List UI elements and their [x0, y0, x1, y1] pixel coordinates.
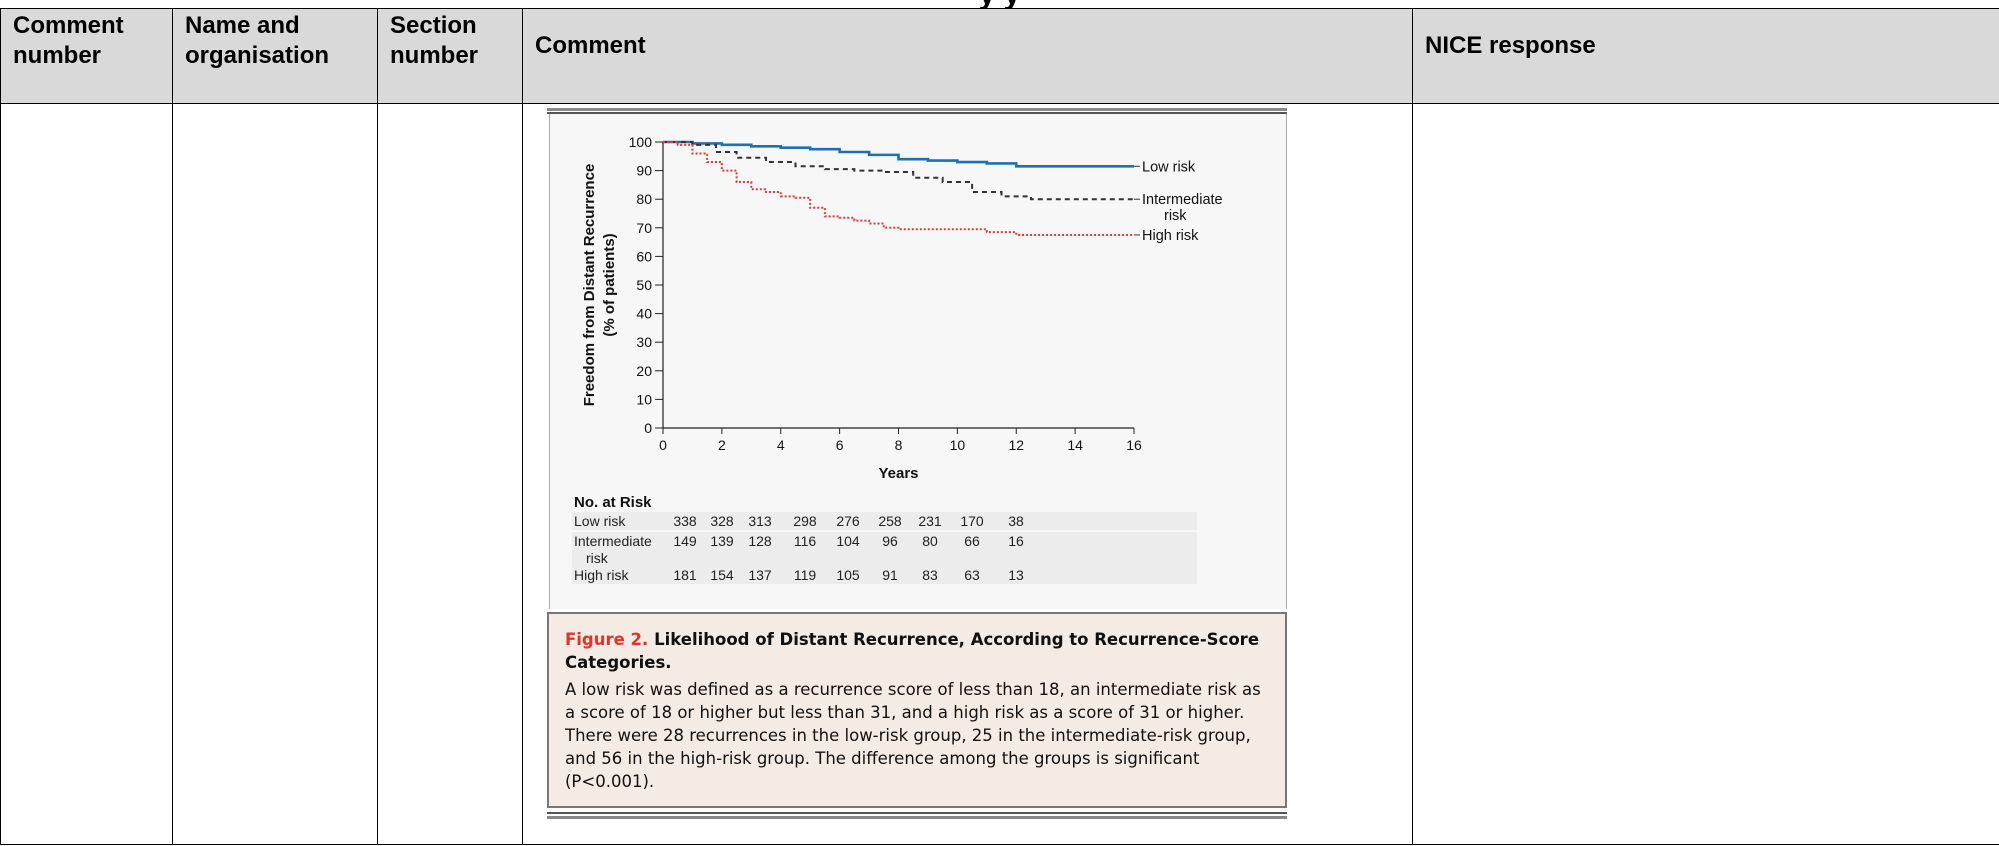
risk-cell: 116 — [794, 533, 817, 549]
comments-table: Comment number Name and organisation Secti… — [0, 8, 1999, 845]
risk-row-label: Low risk — [574, 513, 626, 529]
figure-frame: 0 10 20 30 40 50 60 70 80 90 100 0 2 4 6 8 10 12 14 16 Years… — [547, 108, 1287, 819]
header-name-organisation: Name and organisation — [172, 8, 378, 104]
series-label-line2: risk — [1164, 208, 1187, 224]
risk-cell: 128 — [748, 533, 772, 549]
risk-cell: 66 — [964, 533, 980, 549]
risk-cell: 63 — [964, 567, 980, 583]
risk-cell: 258 — [878, 513, 902, 529]
table-header-row: Comment number Name and organisation Secti… — [0, 8, 1999, 104]
x-axis-label: Years — [878, 465, 918, 482]
cell-nice-response — [1412, 103, 1999, 845]
series-label: Low risk — [1142, 159, 1196, 175]
risk-cell: 139 — [710, 533, 734, 549]
risk-cell: 38 — [1008, 513, 1024, 529]
header-nice-response: NICE response — [1412, 8, 1999, 104]
figure-top-rule-thin — [547, 112, 1287, 114]
risk-row-label: High risk — [574, 567, 629, 583]
series-line-intermediate — [663, 141, 1134, 201]
figure-top-rule — [547, 108, 1287, 111]
x-tick-label: 16 — [1126, 437, 1142, 453]
risk-cell: 181 — [673, 567, 697, 583]
risk-row-band — [572, 566, 1197, 584]
risk-row-label-line2: risk — [586, 550, 609, 566]
y-tick-label: 0 — [644, 420, 652, 436]
caption-text: A low risk was defined as a recurrence s… — [565, 680, 1261, 791]
chart-panel: 0 10 20 30 40 50 60 70 80 90 100 0 2 4 6 8 10 12 14 16 Years… — [549, 114, 1287, 609]
risk-cell: 119 — [794, 567, 817, 583]
risk-cell: 231 — [918, 513, 942, 529]
y-axis-label-units: (% of patients) — [601, 233, 618, 336]
risk-cell: 137 — [748, 567, 772, 583]
figure-bottom-rule-thin — [547, 812, 1287, 814]
x-tick-label: 14 — [1067, 437, 1083, 453]
x-tick-label: 8 — [895, 437, 903, 453]
risk-table-title: No. at Risk — [574, 494, 652, 511]
y-tick-label: 20 — [636, 363, 652, 379]
risk-cell: 16 — [1008, 533, 1024, 549]
header-section-number: Section number — [377, 8, 523, 104]
table-row: 0 10 20 30 40 50 60 70 80 90 100 0 2 4 6 8 10 12 14 16 Years… — [0, 103, 1999, 845]
risk-row-label: Intermediate — [574, 533, 652, 549]
y-tick-label: 100 — [629, 134, 653, 150]
cell-comment-number — [0, 103, 173, 845]
risk-cell: 328 — [710, 513, 734, 529]
header-comment-number: Comment number — [0, 8, 173, 104]
y-tick-label: 40 — [636, 306, 652, 322]
caption-label: Figure 2. — [565, 630, 649, 649]
y-tick-label: 30 — [636, 334, 652, 350]
risk-cell: 83 — [922, 567, 938, 583]
x-tick-label: 2 — [718, 437, 726, 453]
risk-cell: 104 — [836, 533, 860, 549]
header-comment: Comment — [522, 8, 1413, 104]
cell-comment: 0 10 20 30 40 50 60 70 80 90 100 0 2 4 6 8 10 12 14 16 Years… — [522, 103, 1413, 845]
risk-row-band — [572, 512, 1197, 530]
caption-title: Likelihood of Distant Recurrence, Accord… — [565, 630, 1260, 672]
cell-name-organisation — [172, 103, 378, 845]
y-tick-label: 70 — [636, 220, 652, 236]
x-tick-label: 12 — [1008, 437, 1024, 453]
x-tick-label: 6 — [836, 437, 844, 453]
risk-cell: 105 — [836, 567, 860, 583]
risk-cell: 276 — [836, 513, 860, 529]
x-tick-label: 10 — [950, 437, 966, 453]
figure-caption: Figure 2. Likelihood of Distant Recurren… — [547, 612, 1287, 808]
y-tick-label: 10 — [636, 391, 652, 407]
cell-section-number — [377, 103, 523, 845]
y-tick-label: 80 — [636, 191, 652, 207]
y-axis-label: Freedom from Distant Recurrence — [581, 164, 598, 407]
y-tick-label: 90 — [636, 163, 652, 179]
risk-cell: 13 — [1008, 567, 1024, 583]
x-tick-label: 4 — [777, 437, 785, 453]
y-tick-label: 60 — [636, 248, 652, 264]
series-label: High risk — [1142, 228, 1199, 244]
x-tick-label: 0 — [659, 437, 667, 453]
risk-cell: 91 — [882, 567, 898, 583]
figure-bottom-rule — [547, 816, 1287, 819]
risk-row-band — [572, 532, 1197, 568]
kaplan-meier-chart: 0 10 20 30 40 50 60 70 80 90 100 0 2 4 6 8 10 12 14 16 Years… — [572, 134, 1223, 584]
risk-cell: 298 — [793, 513, 817, 529]
risk-cell: 96 — [882, 533, 898, 549]
risk-cell: 149 — [673, 533, 697, 549]
risk-cell: 154 — [710, 567, 734, 583]
risk-cell: 313 — [748, 513, 772, 529]
risk-cell: 338 — [673, 513, 697, 529]
series-line-low-risk — [663, 140, 1134, 168]
risk-cell: 170 — [960, 513, 984, 529]
y-tick-label: 50 — [636, 277, 652, 293]
risk-cell: 80 — [922, 533, 938, 549]
page-title-fragment: y y — [0, 0, 1999, 12]
series-label: Intermediate — [1142, 192, 1223, 208]
